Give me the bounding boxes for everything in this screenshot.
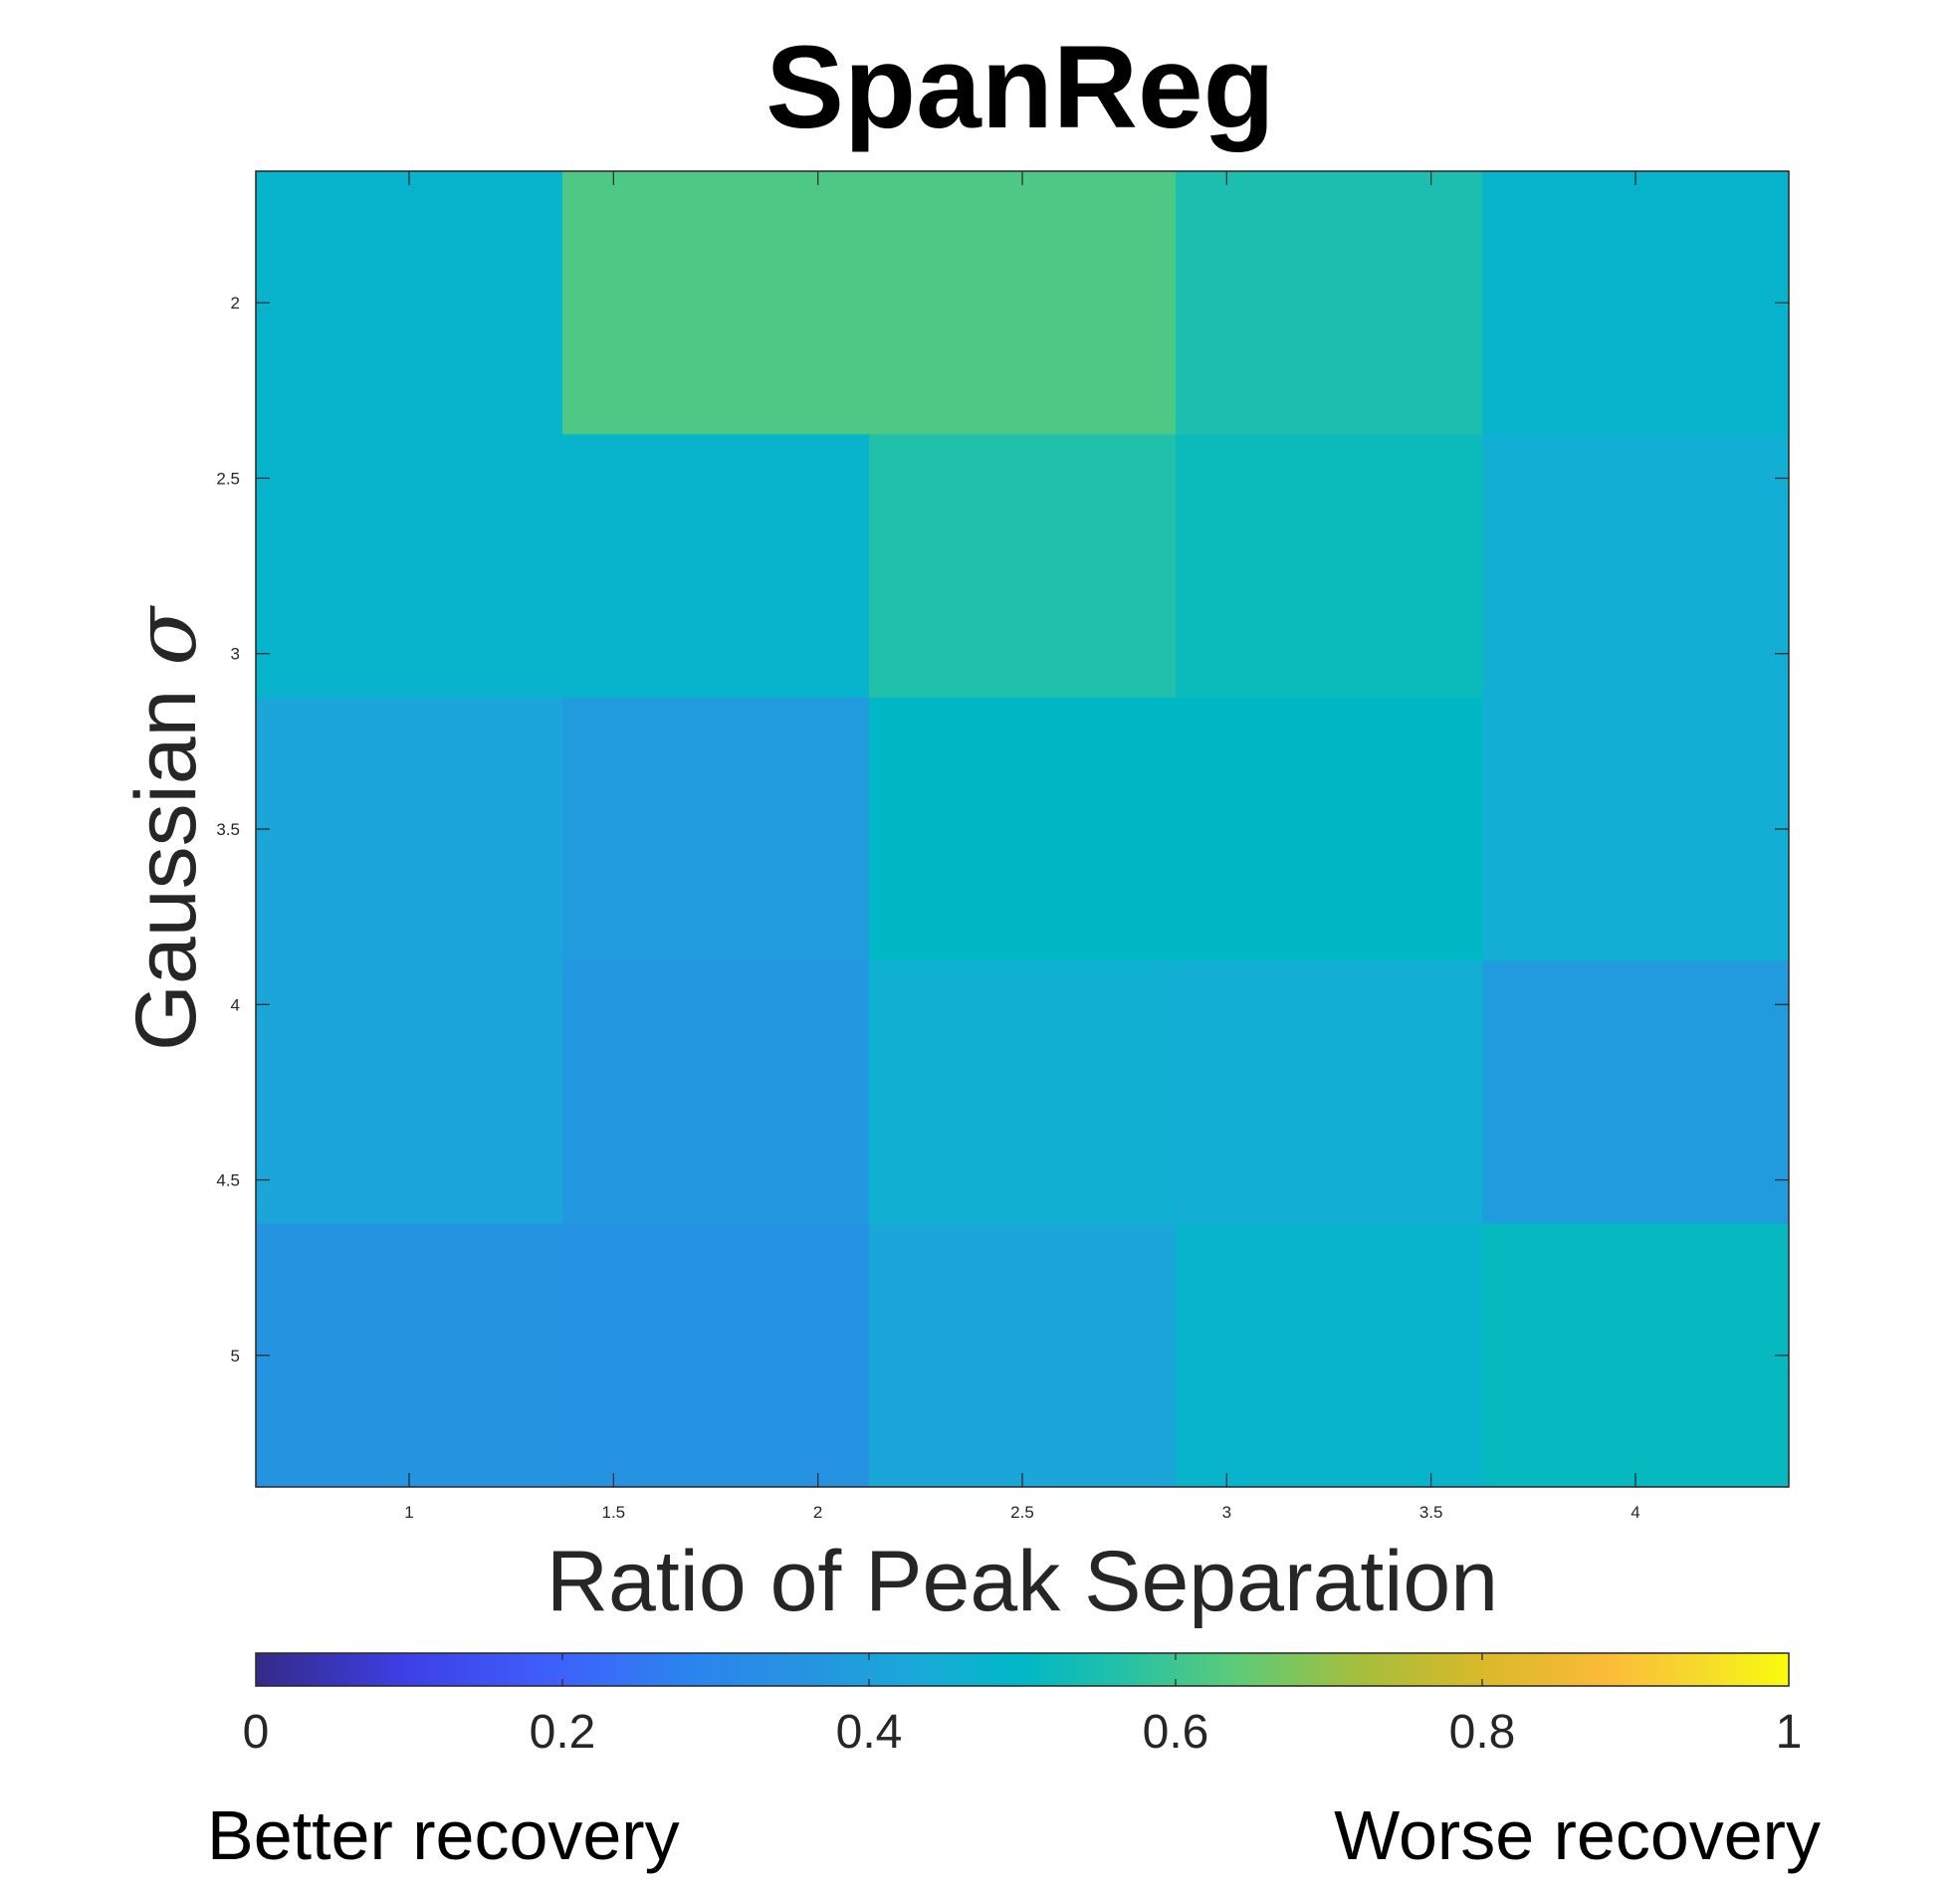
heatmap-cell (1176, 697, 1483, 961)
y-tick-label: 4 (231, 995, 240, 1014)
heatmap-cell (869, 960, 1177, 1225)
heatmap-cell (869, 697, 1177, 961)
y-tick-label: 2.5 (216, 469, 240, 488)
y-axis-label-text: Gaussian (118, 666, 214, 1051)
heatmap-cell (562, 697, 870, 961)
heatmap-cell (869, 1223, 1177, 1488)
heatmap-cells (256, 171, 1790, 1488)
heatmap-cell (869, 171, 1177, 435)
heatmap-cell (1176, 434, 1483, 699)
heatmap-cell (1482, 1223, 1790, 1488)
x-tick-label: 3.5 (1419, 1503, 1443, 1522)
heatmap-cell (562, 1223, 870, 1488)
colorbar-tick-label: 0.4 (836, 1706, 903, 1759)
heatmap-cell (256, 171, 563, 435)
heatmap-cell (562, 434, 870, 699)
y-tick-label: 3.5 (216, 820, 240, 839)
heatmap-cell (1176, 960, 1483, 1225)
heatmap-cell (256, 434, 563, 699)
heatmap-cell (1176, 1223, 1483, 1488)
heatmap-cell (562, 960, 870, 1225)
y-tick-label: 5 (231, 1347, 240, 1366)
better-recovery-label: Better recovery (207, 1796, 680, 1874)
y-axis-label-symbol: σ (116, 605, 216, 666)
colorbar-tick-label: 0 (243, 1706, 270, 1759)
y-axis-ticks: 2 2.5 3 3.5 4 4.5 5 (216, 294, 1789, 1366)
x-tick-label: 1 (404, 1503, 413, 1522)
y-axis-label: Gaussian σ (116, 605, 216, 1051)
x-tick-label: 2.5 (1010, 1503, 1034, 1522)
y-tick-label: 4.5 (216, 1171, 240, 1190)
worse-recovery-label: Worse recovery (1334, 1796, 1821, 1874)
heatmap-cell (562, 171, 870, 435)
colorbar-tick-label: 1 (1776, 1706, 1803, 1759)
x-tick-label: 1.5 (602, 1503, 626, 1522)
heatmap-cell (1482, 960, 1790, 1225)
x-tick-label: 3 (1222, 1503, 1231, 1522)
colorbar-tick-label: 0.6 (1143, 1706, 1209, 1759)
colorbar-tick-label: 0.8 (1449, 1706, 1516, 1759)
heatmap-cell (1482, 697, 1790, 961)
heatmap-cell (256, 1223, 563, 1488)
x-tick-label: 4 (1631, 1503, 1639, 1522)
x-tick-label: 2 (813, 1503, 822, 1522)
colorbar-ticks: 0 0.2 0.4 0.6 0.8 1 (243, 1653, 1803, 1759)
chart-title: SpanReg (765, 22, 1274, 153)
heatmap-cell (869, 434, 1177, 699)
y-tick-label: 2 (231, 294, 240, 313)
y-tick-label: 3 (231, 645, 240, 664)
heatmap-cell (1482, 434, 1790, 699)
heatmap-cell (1482, 171, 1790, 435)
x-axis-ticks: 1 1.5 2 2.5 3 3.5 4 (404, 171, 1640, 1522)
x-axis-label: Ratio of Peak Separation (546, 1534, 1498, 1629)
colorbar-tick-label: 0.2 (530, 1706, 596, 1759)
heatmap-cell (256, 960, 563, 1225)
heatmap-cell (256, 697, 563, 961)
heatmap-cell (1176, 171, 1483, 435)
colorbar (255, 1652, 1790, 1687)
